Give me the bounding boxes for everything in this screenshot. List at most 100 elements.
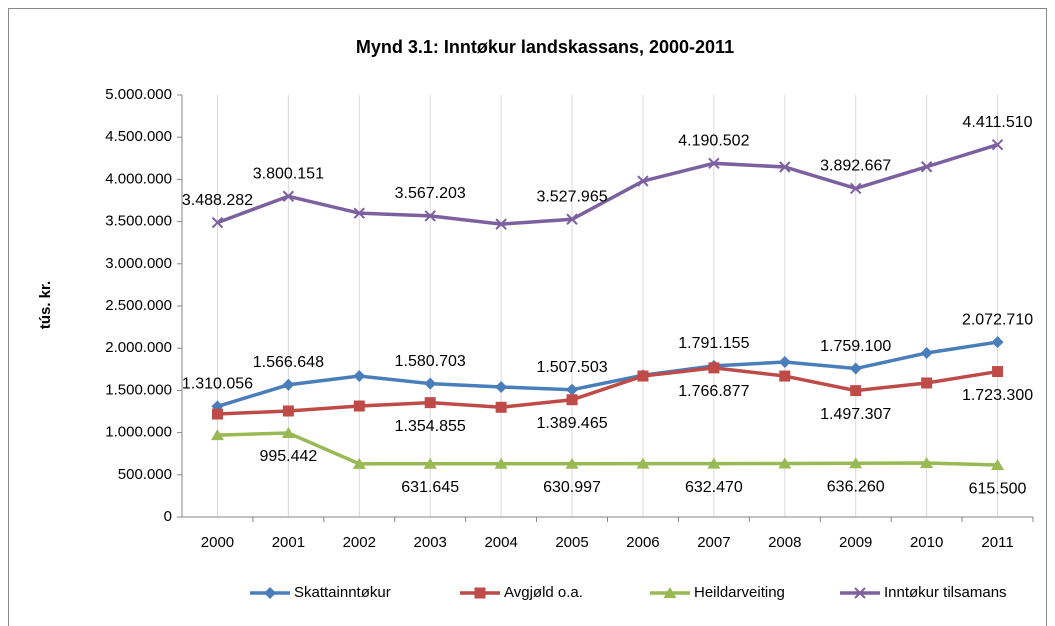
data-label: 632.470	[685, 479, 743, 496]
data-point	[424, 377, 437, 390]
data-point	[920, 347, 933, 360]
series-line	[217, 431, 998, 467]
x-tick-label: 2001	[272, 534, 305, 551]
legend-marker	[264, 587, 276, 599]
series-line	[217, 366, 998, 416]
data-point	[282, 378, 295, 391]
x-tick-label: 2007	[697, 534, 730, 551]
data-point	[211, 408, 223, 420]
legend-label: Skattainntøkur	[294, 584, 391, 601]
data-label: 1.507.503	[536, 359, 607, 376]
data-point	[210, 429, 224, 441]
x-tick-label: 2003	[414, 534, 447, 551]
data-point	[423, 457, 437, 469]
x-tick-label: 2004	[484, 534, 517, 551]
data-label: 631.645	[401, 479, 459, 496]
legend-marker	[663, 587, 677, 598]
data-point	[566, 213, 578, 225]
data-label: 3.892.667	[820, 158, 891, 175]
y-tick-label: 0	[164, 508, 172, 525]
y-tick-label: 3.500.000	[105, 213, 172, 230]
data-label: 1.759.100	[820, 338, 891, 355]
x-tick-label: 2006	[626, 534, 659, 551]
data-label: 4.411.510	[963, 114, 1033, 131]
data-point	[708, 362, 720, 374]
data-label: 3.800.151	[253, 165, 324, 182]
data-point	[353, 400, 365, 412]
data-label: 1.310.056	[182, 376, 253, 393]
data-point	[495, 218, 507, 230]
data-label: 1.389.465	[536, 415, 607, 432]
data-point	[566, 394, 578, 406]
data-point	[637, 370, 649, 382]
data-label: 636.260	[827, 479, 885, 496]
data-point	[566, 383, 579, 396]
y-tick-label: 4.000.000	[105, 170, 172, 187]
data-label: 995.442	[259, 448, 317, 465]
data-point	[353, 370, 366, 383]
data-point	[991, 336, 1004, 349]
data-label: 2.072.710	[962, 311, 1033, 328]
data-point	[282, 190, 295, 202]
data-point	[849, 362, 862, 375]
data-label: 1.791.155	[678, 335, 749, 352]
data-point	[779, 370, 791, 382]
series-line	[216, 340, 998, 409]
data-point	[778, 457, 792, 469]
data-point	[282, 405, 294, 417]
y-tick-label: 5.000.000	[105, 86, 172, 103]
data-label: 1.580.703	[395, 353, 466, 370]
legend-label: Avgjøld o.a.	[504, 584, 583, 601]
data-point	[707, 457, 721, 469]
y-tick-label: 1.000.000	[105, 424, 172, 441]
data-label: 3.567.203	[395, 185, 466, 202]
x-tick-label: 2000	[201, 534, 234, 551]
legend-marker	[474, 587, 486, 599]
x-tick-label: 2010	[910, 534, 943, 551]
data-label: 3.527.965	[536, 188, 607, 205]
data-point	[424, 397, 436, 409]
data-label: 1.354.855	[395, 418, 466, 435]
data-label: 4.190.502	[678, 133, 749, 150]
data-point	[850, 385, 862, 397]
legend-marker	[854, 587, 866, 599]
x-tick-label: 2005	[555, 534, 588, 551]
data-point	[779, 161, 791, 173]
data-point	[991, 459, 1005, 471]
data-point	[849, 457, 863, 469]
x-tick-label: 2011	[981, 534, 1013, 551]
y-tick-label: 500.000	[118, 466, 172, 483]
data-label: 1.566.648	[253, 354, 324, 371]
data-point	[991, 138, 1004, 151]
data-label: 615.500	[969, 480, 1027, 497]
data-point	[424, 210, 436, 222]
data-point	[850, 182, 862, 195]
y-axis-label: tús. kr.	[37, 281, 54, 329]
y-tick-label: 3.000.000	[105, 255, 172, 272]
data-label: 1.766.877	[678, 383, 749, 400]
data-point	[920, 456, 934, 468]
data-label: 630.997	[543, 479, 601, 496]
y-tick-label: 1.500.000	[105, 381, 172, 398]
data-point	[920, 161, 933, 173]
data-point	[708, 157, 720, 170]
data-point	[637, 175, 649, 187]
data-point	[636, 457, 650, 469]
chart-title: Mynd 3.1: Inntøkur landskassans, 2000-20…	[356, 37, 734, 57]
x-tick-label: 2009	[839, 534, 872, 551]
y-tick-label: 4.500.000	[105, 128, 172, 145]
data-label: 1.723.300	[962, 387, 1033, 404]
data-point	[494, 457, 508, 469]
data-point	[921, 377, 933, 389]
data-point	[495, 401, 507, 413]
data-point	[211, 216, 224, 229]
data-point	[495, 381, 508, 394]
legend-label: Heildarveiting	[694, 584, 785, 601]
data-point	[353, 207, 365, 219]
data-label: 3.488.282	[182, 192, 253, 209]
data-point	[352, 457, 366, 469]
x-tick-label: 2008	[768, 534, 801, 551]
x-tick-label: 2002	[343, 534, 376, 551]
y-tick-label: 2.000.000	[105, 339, 172, 356]
